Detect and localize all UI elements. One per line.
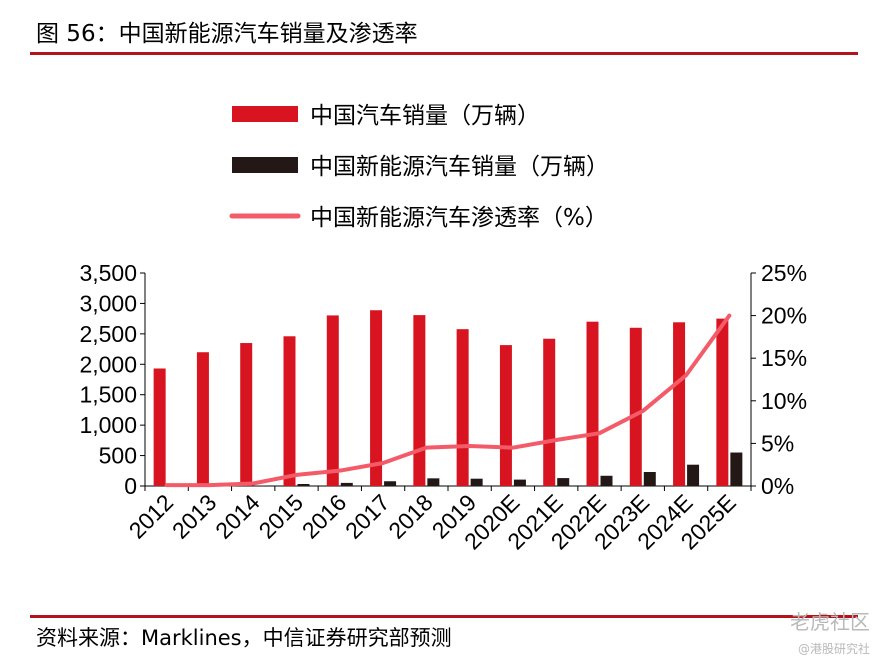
bar-nev-sales — [297, 483, 310, 486]
bar-total-sales — [153, 368, 166, 486]
x-tick-label: 2014 — [210, 489, 265, 544]
y-left-tick-label: 3,000 — [79, 290, 137, 316]
bar-nev-sales — [384, 481, 397, 486]
y-right-tick-label: 5% — [761, 430, 794, 456]
y-left-tick-label: 1,000 — [79, 412, 137, 438]
point-penetration-rate — [208, 483, 212, 487]
y-left-tick-label: 0 — [124, 473, 137, 499]
y-right-tick-label: 10% — [761, 388, 807, 414]
y-left-tick-label: 2,500 — [79, 321, 137, 347]
point-penetration-rate — [295, 473, 298, 477]
legend-swatch-nev-sales — [232, 157, 298, 173]
bar-total-sales — [499, 345, 512, 486]
watermark: 老虎社区 — [790, 610, 870, 634]
axes: 0 500 1,000 1,500 2,000 2,500 3,000 3,500 0% 5% 10… — [79, 260, 807, 555]
bar-total-sales — [716, 318, 729, 486]
bar-total-sales — [413, 315, 426, 486]
point-penetration-rate — [468, 444, 472, 448]
bar-nev-sales — [687, 464, 700, 486]
point-penetration-rate — [165, 483, 169, 487]
bar-total-sales — [326, 315, 339, 486]
chart-marks — [153, 310, 743, 488]
point-penetration-rate — [381, 461, 385, 465]
y-right-tick-label: 25% — [761, 260, 807, 286]
bar-total-sales — [543, 338, 556, 486]
y-left-tick-label: 1,500 — [79, 382, 137, 408]
title-rule — [30, 52, 858, 55]
bar-total-sales — [196, 352, 209, 486]
point-penetration-rate — [684, 373, 688, 377]
y-left-tick-label: 500 — [99, 443, 137, 469]
x-tick-label: 2013 — [167, 489, 222, 544]
y-left-tick-label: 3,500 — [79, 260, 137, 286]
bar-nev-sales — [557, 478, 570, 486]
y-right-tick-label: 15% — [761, 345, 807, 371]
x-tick-label: 2018 — [383, 489, 438, 544]
point-penetration-rate — [511, 446, 515, 450]
legend-swatch-total-sales — [232, 106, 298, 122]
x-tick-label: 2015 — [253, 489, 308, 544]
bar-total-sales — [673, 322, 686, 486]
y-left-tick-label: 2,000 — [79, 351, 137, 377]
bar-nev-sales — [470, 478, 483, 486]
bar-nev-sales — [427, 478, 440, 486]
source-rule — [30, 615, 858, 618]
bar-total-sales — [456, 329, 469, 486]
bar-nev-sales — [643, 472, 656, 486]
line-penetration-rate — [164, 313, 732, 488]
x-tick-label: 2016 — [297, 489, 352, 544]
point-penetration-rate — [424, 446, 428, 450]
bar-total-sales — [586, 321, 599, 486]
bar-total-sales — [370, 310, 383, 486]
bar-total-sales — [283, 336, 296, 486]
point-penetration-rate — [338, 469, 342, 473]
bar-nev-sales — [340, 482, 353, 486]
point-penetration-rate — [641, 409, 645, 413]
point-penetration-rate — [598, 431, 601, 435]
legend-label: 中国新能源汽车销量（万辆） — [310, 154, 609, 180]
legend-label: 中国新能源汽车渗透率（%） — [310, 205, 608, 231]
y-right-tick-label: 0% — [761, 473, 794, 499]
bar-nev-sales — [600, 475, 613, 486]
legend: 中国汽车销量（万辆） 中国新能源汽车销量（万辆） 中国新能源汽车渗透率（%） — [229, 103, 609, 231]
point-penetration-rate — [251, 481, 255, 485]
legend-label: 中国汽车销量（万辆） — [310, 103, 540, 129]
x-tick-label: 2017 — [340, 489, 395, 544]
y-right-tick-label: 20% — [761, 303, 807, 329]
bar-total-sales — [240, 343, 253, 486]
watermark-handle: @港股研究社 — [797, 642, 870, 656]
source-note: 资料来源：Marklines，中信证券研究部预测 — [36, 626, 452, 650]
point-penetration-rate — [727, 314, 731, 318]
chart: 中国汽车销量（万辆） 中国新能源汽车销量（万辆） 中国新能源汽车渗透率（%） 0 50… — [79, 103, 807, 555]
point-penetration-rate — [554, 438, 558, 442]
bar-total-sales — [629, 327, 642, 486]
bar-nev-sales — [254, 485, 267, 487]
bar-nev-sales — [730, 452, 743, 486]
bar-nev-sales — [513, 479, 526, 486]
figure-title: 图 56：中国新能源汽车销量及渗透率 — [36, 21, 418, 47]
